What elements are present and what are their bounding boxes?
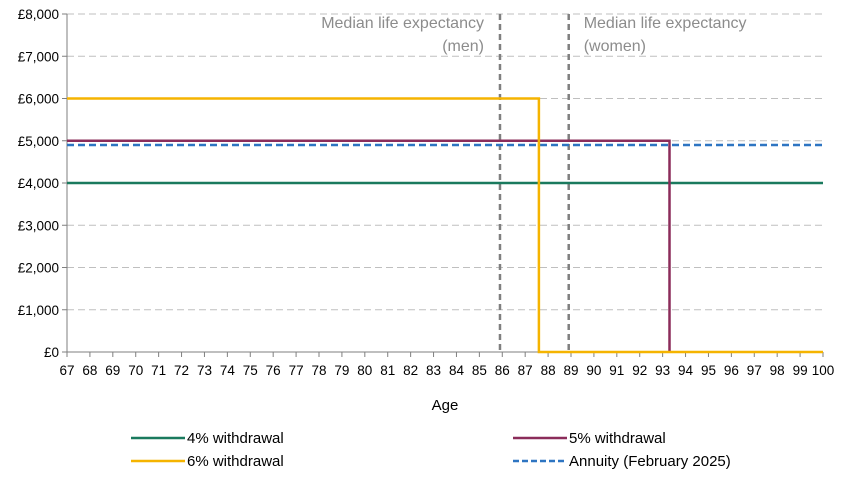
legend-item: 6% withdrawal <box>131 453 284 470</box>
x-tick-label: 80 <box>357 363 372 378</box>
x-tick-label: 95 <box>701 363 716 378</box>
series-lines <box>67 97 823 354</box>
x-tick-label: 92 <box>632 363 647 378</box>
x-tick-label: 72 <box>174 363 189 378</box>
x-tick-label: 91 <box>609 363 624 378</box>
y-tick-label: £1,000 <box>18 303 59 318</box>
x-tick-label: 86 <box>495 363 510 378</box>
x-tick-label: 89 <box>563 363 578 378</box>
legend-label: 5% withdrawal <box>569 430 666 447</box>
series-line <box>67 97 823 354</box>
x-tick-label: 79 <box>334 363 349 378</box>
legend: 4% withdrawal 5% withdrawal 6% withdrawal A… <box>131 430 731 470</box>
legend-label: 6% withdrawal <box>187 453 284 470</box>
x-tick-label: 68 <box>82 363 97 378</box>
x-tick-label: 96 <box>724 363 739 378</box>
annotation-label: (men) <box>442 38 484 55</box>
legend-item: 4% withdrawal <box>131 430 284 447</box>
tick-labels: £0 £1,000 £2,000 £3,000 £4,000 £5,000 £6,000 £7… <box>18 7 835 378</box>
x-tick-label: 76 <box>266 363 281 378</box>
x-tick-label: 90 <box>586 363 601 378</box>
annotations: Median life expectancy (men) Median life e… <box>321 14 746 352</box>
x-tick-label: 74 <box>220 363 236 378</box>
x-tick-label: 67 <box>59 363 74 378</box>
series-line <box>67 139 671 352</box>
y-tick-label: £7,000 <box>18 49 59 64</box>
annotation-label: (women) <box>584 38 646 55</box>
x-tick-label: 87 <box>518 363 533 378</box>
gridlines <box>67 13 823 311</box>
x-tick-label: 83 <box>426 363 441 378</box>
x-tick-label: 73 <box>197 363 212 378</box>
annotation-label: Median life expectancy <box>584 15 747 32</box>
y-tick-label: £6,000 <box>18 92 59 107</box>
y-tick-label: £2,000 <box>18 261 59 276</box>
x-tick-label: 93 <box>655 363 670 378</box>
x-tick-label: 88 <box>541 363 556 378</box>
x-tick-label: 78 <box>311 363 326 378</box>
x-tick-label: 98 <box>770 363 785 378</box>
annotation-label: Median life expectancy <box>321 15 484 32</box>
x-tick-label: 94 <box>678 363 694 378</box>
x-tick-label: 70 <box>128 363 143 378</box>
x-tick-label: 84 <box>449 363 465 378</box>
x-tick-label: 82 <box>403 363 418 378</box>
y-tick-label: £8,000 <box>18 7 59 22</box>
y-tick-label: £3,000 <box>18 218 59 233</box>
axes <box>62 13 824 357</box>
x-tick-label: 85 <box>472 363 487 378</box>
legend-item: 5% withdrawal <box>513 430 666 447</box>
x-tick-label: 97 <box>747 363 762 378</box>
x-tick-label: 81 <box>380 363 395 378</box>
y-tick-label: £0 <box>44 345 59 360</box>
legend-label: 4% withdrawal <box>187 430 284 447</box>
y-tick-label: £5,000 <box>18 134 59 149</box>
x-axis-title: Age <box>432 397 459 414</box>
legend-item: Annuity (February 2025) <box>513 453 731 470</box>
x-tick-label: 71 <box>151 363 166 378</box>
x-tick-label: 99 <box>793 363 808 378</box>
y-tick-label: £4,000 <box>18 176 59 191</box>
x-tick-label: 69 <box>105 363 120 378</box>
x-tick-label: 75 <box>243 363 258 378</box>
legend-label: Annuity (February 2025) <box>569 453 731 470</box>
x-tick-label: 100 <box>812 363 835 378</box>
x-tick-label: 77 <box>289 363 304 378</box>
